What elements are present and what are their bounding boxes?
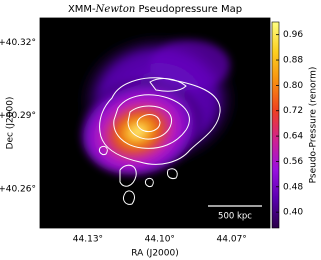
title-prefix: XMM- — [68, 4, 96, 15]
colorbar-tick-label: 0.80 — [283, 81, 303, 91]
colorbar-tick-label: 0.88 — [283, 56, 303, 66]
y-tick-label: +40.32° — [0, 38, 36, 48]
title-suffix: Pseudopressure Map — [135, 4, 242, 15]
colorbar-tick-label: 0.56 — [283, 157, 303, 167]
chart-title: XMM-Newton Pseudopressure Map — [68, 4, 242, 16]
colorbar-tick-label: 0.40 — [283, 208, 303, 218]
x-tick-label: 44.13° — [73, 235, 103, 245]
contours — [99, 77, 221, 205]
x-tick-label: 44.10° — [145, 235, 175, 245]
x-axis-label: RA (J2000) — [131, 249, 179, 259]
colorbar-tick-label: 0.64 — [283, 132, 303, 142]
colorbar — [271, 21, 280, 229]
map: 500 kpc — [40, 18, 270, 228]
x-tick-label: 44.07° — [217, 235, 247, 245]
colorbar-label: Pseudo-Pressure (renorm) — [309, 67, 319, 184]
lobe — [150, 40, 230, 90]
y-axis-label: Dec (J2000) — [6, 97, 16, 150]
frame — [39, 17, 271, 229]
colorbar-tick-label: 0.48 — [283, 182, 303, 192]
colorbar-tick-label: 0.72 — [283, 106, 303, 116]
y-tick-label: +40.26° — [0, 184, 36, 194]
title-italic: Newton — [95, 4, 136, 15]
y-tick-label: +40.29° — [0, 111, 36, 121]
colorbar-tick-label: 0.96 — [283, 30, 303, 40]
scale-bar-label: 500 kpc — [218, 212, 252, 222]
